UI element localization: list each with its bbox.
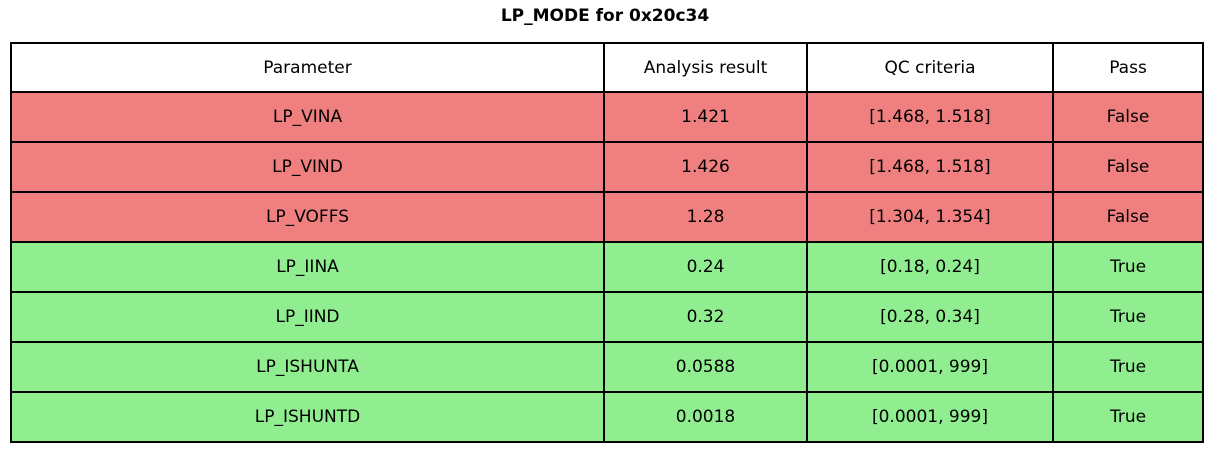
- cell-analysis-result: 1.421: [603, 91, 808, 143]
- cell-parameter: LP_IIND: [10, 291, 605, 343]
- table-header-row: Parameter Analysis result QC criteria Pa…: [10, 42, 1204, 93]
- cell-parameter: LP_VOFFS: [10, 191, 605, 243]
- column-header-analysis-result: Analysis result: [603, 42, 808, 93]
- table-row: LP_IINA 0.24 [0.18, 0.24] True: [10, 241, 1204, 293]
- cell-pass: False: [1052, 191, 1204, 243]
- cell-analysis-result: 1.28: [603, 191, 808, 243]
- cell-qc-criteria: [0.0001, 999]: [806, 391, 1054, 443]
- cell-analysis-result: 0.32: [603, 291, 808, 343]
- table-row: LP_ISHUNTD 0.0018 [0.0001, 999] True: [10, 391, 1204, 443]
- cell-pass: True: [1052, 341, 1204, 393]
- cell-qc-criteria: [0.28, 0.34]: [806, 291, 1054, 343]
- cell-qc-criteria: [0.0001, 999]: [806, 341, 1054, 393]
- cell-qc-criteria: [0.18, 0.24]: [806, 241, 1054, 293]
- cell-analysis-result: 0.0018: [603, 391, 808, 443]
- cell-qc-criteria: [1.468, 1.518]: [806, 91, 1054, 143]
- figure-title: LP_MODE for 0x20c34: [500, 6, 710, 26]
- cell-analysis-result: 1.426: [603, 141, 808, 193]
- cell-parameter: LP_ISHUNTA: [10, 341, 605, 393]
- cell-qc-criteria: [1.468, 1.518]: [806, 141, 1054, 193]
- table-row: LP_ISHUNTA 0.0588 [0.0001, 999] True: [10, 341, 1204, 393]
- qc-results-table: Parameter Analysis result QC criteria Pa…: [10, 42, 1204, 443]
- cell-pass: True: [1052, 291, 1204, 343]
- cell-analysis-result: 0.0588: [603, 341, 808, 393]
- table-row: LP_IIND 0.32 [0.28, 0.34] True: [10, 291, 1204, 343]
- table-row: LP_VIND 1.426 [1.468, 1.518] False: [10, 141, 1204, 193]
- cell-pass: True: [1052, 241, 1204, 293]
- column-header-parameter: Parameter: [10, 42, 605, 93]
- cell-pass: False: [1052, 91, 1204, 143]
- table-row: LP_VOFFS 1.28 [1.304, 1.354] False: [10, 191, 1204, 243]
- column-header-qc-criteria: QC criteria: [806, 42, 1054, 93]
- cell-parameter: LP_ISHUNTD: [10, 391, 605, 443]
- column-header-pass: Pass: [1052, 42, 1204, 93]
- cell-pass: True: [1052, 391, 1204, 443]
- table-row: LP_VINA 1.421 [1.468, 1.518] False: [10, 91, 1204, 143]
- cell-qc-criteria: [1.304, 1.354]: [806, 191, 1054, 243]
- cell-pass: False: [1052, 141, 1204, 193]
- cell-parameter: LP_IINA: [10, 241, 605, 293]
- cell-parameter: LP_VIND: [10, 141, 605, 193]
- cell-parameter: LP_VINA: [10, 91, 605, 143]
- cell-analysis-result: 0.24: [603, 241, 808, 293]
